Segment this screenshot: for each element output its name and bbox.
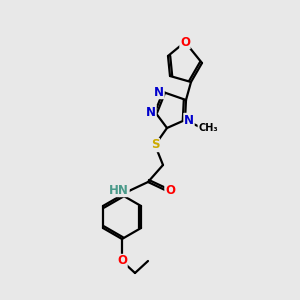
Text: O: O <box>117 254 127 268</box>
Text: N: N <box>146 106 156 118</box>
Text: N: N <box>184 113 194 127</box>
Text: CH₃: CH₃ <box>198 123 218 133</box>
Text: N: N <box>154 85 164 98</box>
Text: O: O <box>180 35 190 49</box>
Text: S: S <box>151 139 159 152</box>
Text: HN: HN <box>109 184 129 196</box>
Text: O: O <box>165 184 175 196</box>
